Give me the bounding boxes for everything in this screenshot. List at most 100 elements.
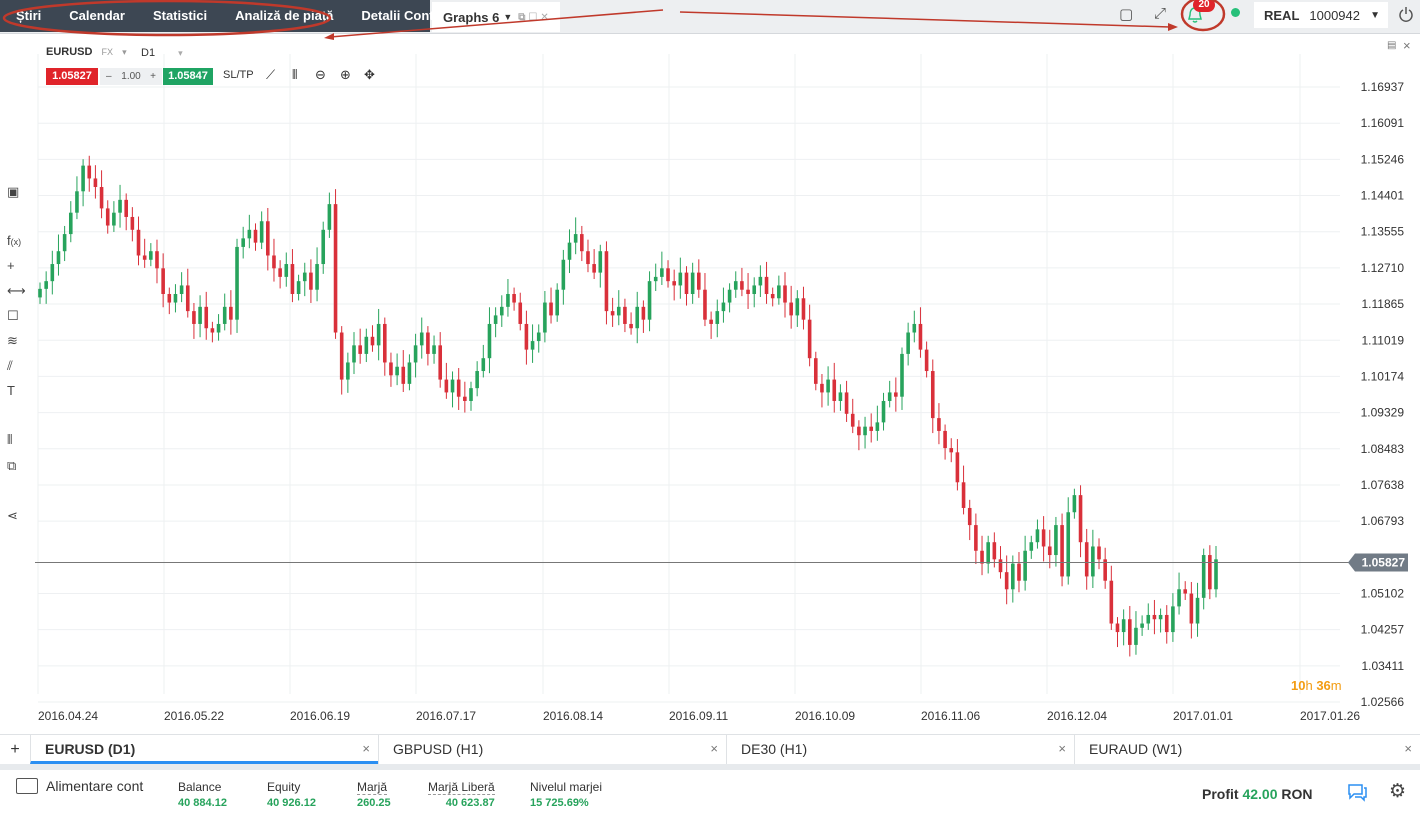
plus-icon[interactable]: + <box>150 71 156 82</box>
text-tool-icon[interactable]: T <box>7 383 15 398</box>
candle-body <box>826 379 830 393</box>
y-tick-label: 1.13555 <box>1361 225 1405 239</box>
candle-body <box>678 272 683 286</box>
power-icon[interactable] <box>1398 5 1414 23</box>
nav-stiri[interactable]: Știri <box>16 8 42 23</box>
candle-body <box>216 323 221 333</box>
candle-body <box>1103 559 1107 581</box>
chat-icon[interactable] <box>1346 782 1368 802</box>
x-tick-label: 2016.11.06 <box>921 709 980 723</box>
candle-body <box>192 311 196 324</box>
candle-body <box>949 448 954 453</box>
timer-hours-unit: h <box>1305 678 1313 693</box>
rectangle-tool-icon[interactable]: ☐ <box>7 308 19 323</box>
move-icon[interactable]: ✥ <box>364 67 375 82</box>
symbol-name: EURUSD <box>46 46 93 58</box>
indicators-icon[interactable]: f(x) <box>7 233 22 248</box>
candle-body <box>549 302 553 316</box>
top-bar: Știri Calendar Statistici Analiză de pia… <box>0 0 1420 34</box>
stat-free-margin: Marjă Liberă 40 623.87 <box>428 780 495 809</box>
chart-tab-de30[interactable]: DE30 (H1) × <box>726 735 1074 764</box>
nav-calendar[interactable]: Calendar <box>69 8 125 23</box>
share-icon[interactable]: ⋖ <box>7 508 18 523</box>
close-icon[interactable]: × <box>1403 38 1411 53</box>
panel-menu-icon[interactable]: ▤ <box>1387 40 1397 51</box>
maximize-icon[interactable]: ☐ <box>528 11 538 23</box>
layers-icon[interactable]: ⧉ <box>7 458 17 473</box>
candles-icon[interactable]: ⫴ <box>7 432 13 447</box>
nav-analiza[interactable]: Analiză de piață <box>235 8 334 23</box>
candle-body <box>604 251 609 312</box>
candle-body <box>1183 589 1188 594</box>
fibonacci-tool-icon[interactable]: ≋ <box>7 333 18 348</box>
y-tick-label: 1.09329 <box>1361 406 1405 420</box>
timer-minutes: 36 <box>1316 678 1331 693</box>
candle-body <box>733 281 738 290</box>
chart-tab-euraud[interactable]: EURAUD (W1) × <box>1074 735 1420 764</box>
sltp-button[interactable]: SL/TP <box>223 69 254 81</box>
settings-gear-icon[interactable]: ⚙ <box>1389 781 1407 802</box>
candle-body <box>690 272 695 294</box>
account-selector[interactable]: REAL 1000942 ▼ <box>1254 2 1388 28</box>
close-icon[interactable]: × <box>1058 741 1066 756</box>
candle-body <box>887 392 892 401</box>
candle-body <box>173 293 178 303</box>
chart-tab-label: EURUSD (D1) <box>45 741 136 757</box>
candle-body <box>81 165 85 192</box>
y-tick-label: 1.08483 <box>1361 442 1405 456</box>
candle-body <box>610 311 615 316</box>
chart-tab-gbpusd[interactable]: GBPUSD (H1) × <box>378 735 726 764</box>
candle-body <box>1004 572 1009 590</box>
minus-icon[interactable]: – <box>106 71 112 82</box>
close-icon[interactable]: × <box>1404 741 1412 756</box>
add-chart-button[interactable]: + <box>10 741 20 758</box>
candle-body <box>444 379 449 393</box>
candle-body <box>382 323 387 363</box>
chevron-down-icon[interactable]: ▼ <box>503 12 513 22</box>
deposit-label: Alimentare cont <box>46 778 144 794</box>
candle-body <box>1140 623 1144 628</box>
candle-body <box>62 234 67 252</box>
candle-body <box>518 302 523 324</box>
candle-body <box>967 507 972 526</box>
candle-body <box>536 332 541 342</box>
lot-size-stepper[interactable]: – 1.00 + <box>100 68 162 85</box>
candles-chart-icon[interactable]: ⫴ <box>292 67 298 82</box>
x-tick-label: 2017.01.01 <box>1173 709 1233 723</box>
pitchfork-tool-icon[interactable]: ⫽ <box>7 358 13 373</box>
candle-body <box>229 306 233 320</box>
candle-body <box>807 319 812 359</box>
crosshair-tool-icon[interactable]: + <box>7 258 15 273</box>
nav-statistici[interactable]: Statistici <box>152 8 208 23</box>
layout-icon[interactable]: ▢ <box>1119 6 1134 23</box>
fullscreen-icon[interactable]: ⤢ <box>1154 5 1167 22</box>
chart-tab-eurusd[interactable]: EURUSD (D1) × <box>30 735 378 764</box>
close-icon[interactable]: × <box>362 741 370 756</box>
candle-body <box>1066 512 1071 577</box>
candle-body <box>136 229 141 256</box>
zoom-in-icon[interactable]: ⊕ <box>340 67 351 82</box>
price-chart[interactable]: 1.16937 1.16091 1.15246 1.14401 1.13555 1.127… <box>0 34 1420 734</box>
candle-body <box>1164 614 1169 633</box>
candle-body <box>1047 546 1052 556</box>
close-icon[interactable]: ✕ <box>540 11 549 23</box>
rectangle-panel-icon[interactable]: ▣ <box>7 184 20 199</box>
candle-body <box>863 426 867 436</box>
line-chart-icon[interactable]: ⟋ <box>266 67 276 82</box>
zoom-out-icon[interactable]: ⊖ <box>315 67 326 82</box>
popout-icon[interactable]: ⧉ <box>518 11 526 23</box>
graphs-tab[interactable]: Graphs 6 ▼ ⧉ ☐ ✕ <box>432 2 560 32</box>
close-icon[interactable]: × <box>710 741 718 756</box>
trendline-tool-icon[interactable]: ⟷ <box>7 283 26 298</box>
deposit-button[interactable]: Alimentare cont <box>16 778 143 794</box>
candle-body <box>980 550 984 564</box>
candle-body <box>124 199 128 217</box>
candle-body <box>555 289 559 316</box>
buy-price-button[interactable]: 1.05847 <box>163 68 213 85</box>
timeframe-selector[interactable]: D1 ▾ <box>141 47 183 59</box>
candle-body <box>75 191 79 213</box>
sell-price-button[interactable]: 1.05827 <box>46 68 98 85</box>
timeframe-label: D1 <box>141 47 156 59</box>
x-tick-label: 2016.10.09 <box>795 709 855 723</box>
symbol-header[interactable]: EURUSD FX ▾ <box>46 46 127 58</box>
